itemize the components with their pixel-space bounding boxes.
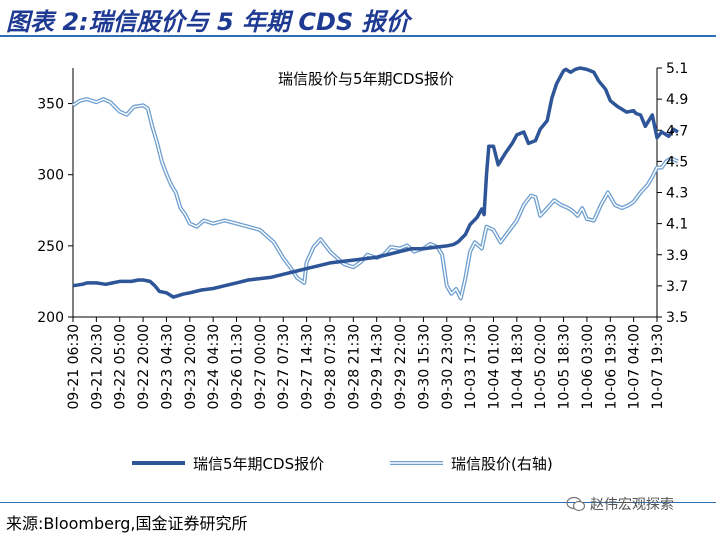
x-tick-label: 09-26 01:30 [230, 324, 246, 409]
x-tick-label: 09-29 14:30 [370, 324, 386, 409]
watermark-text: 赵伟宏观探索 [590, 497, 674, 513]
x-tick-label: 09-28 07:30 [323, 324, 339, 409]
title-divider [0, 35, 716, 37]
legend: 瑞信5年期CDS报价 瑞信股价(右轴) [132, 455, 553, 473]
x-tick-label: 10-04 18:30 [510, 324, 526, 409]
y-right-tick-label: 3.9 [666, 248, 688, 264]
x-tick-label: 09-23 04:30 [159, 324, 175, 409]
x-tick-label: 09-30 15:30 [416, 324, 432, 409]
y-right-tick-label: 4.5 [666, 154, 688, 170]
x-tick-label: 10-03 17:30 [463, 324, 479, 409]
chart-title: 瑞信股价与5年期CDS报价 [278, 70, 454, 88]
y-right-tick-label: 3.5 [666, 310, 688, 326]
y-left-tick-label: 250 [37, 239, 64, 255]
y-right-tick-label: 3.7 [666, 279, 688, 295]
series-line-stock-outer [71, 97, 679, 301]
legend-label-cds: 瑞信5年期CDS报价 [193, 455, 324, 473]
x-tick-label: 09-22 05:00 [113, 324, 129, 409]
x-tick-label: 09-30 23:00 [440, 324, 456, 409]
source-note: 来源:Bloomberg,国金证券研究所 [6, 514, 248, 533]
x-tick-label: 10-07 19:30 [650, 324, 666, 409]
x-tick-label: 09-27 07:30 [276, 324, 292, 409]
legend-label-stock: 瑞信股价(右轴) [451, 455, 553, 473]
x-tick-label: 09-27 00:00 [253, 324, 269, 409]
x-tick-label: 10-05 02:00 [533, 324, 549, 409]
y-right-tick-label: 4.7 [666, 123, 688, 139]
x-tick-label: 09-21 06:30 [66, 324, 82, 409]
x-tick-label: 09-21 20:30 [89, 324, 105, 409]
chart: 瑞信股价与5年期CDS报价 200 250 300 350 3.5 3.7 3.9 4.1 4.… [37, 61, 688, 473]
chart-axes [68, 67, 662, 322]
figure-title: 图表 2:瑞信股价与 5 年期 CDS 报价 [6, 8, 410, 36]
y-left-tick-label: 350 [37, 97, 64, 113]
y-left-tick-label: 300 [37, 168, 64, 184]
x-tick-label: 09-23 20:00 [183, 324, 199, 409]
x-tick-label: 09-27 14:30 [300, 324, 316, 409]
y-right-tick-label: 4.1 [666, 217, 688, 233]
x-tick-label: 10-06 03:00 [580, 324, 596, 409]
y-right-tick-label: 5.1 [666, 61, 688, 77]
series-line-cds [72, 66, 679, 299]
x-tick-label: 10-06 19:30 [603, 324, 619, 409]
series-line-stock-inner [72, 98, 679, 299]
series-lines [71, 66, 679, 301]
x-tick-label: 09-22 20:00 [136, 324, 152, 409]
x-tick-label: 09-28 21:30 [346, 324, 362, 409]
y-right-tick-label: 4.3 [666, 186, 688, 202]
x-tick-label: 09-24 04:30 [206, 324, 222, 409]
x-tick-label: 10-04 01:00 [486, 324, 502, 409]
x-tick-label: 10-05 18:30 [557, 324, 573, 409]
y-right-tick-label: 4.9 [666, 92, 688, 108]
footer-divider [0, 502, 716, 503]
watermark: 赵伟宏观探索 [566, 494, 674, 514]
tick-labels: 200 250 300 350 3.5 3.7 3.9 4.1 4.3 4.5 4.7 4.9 5.1 0… [37, 61, 688, 409]
x-tick-label: 10-07 04:00 [627, 324, 643, 409]
x-tick-label: 09-29 22:00 [393, 324, 409, 409]
wechat-icon [566, 496, 586, 512]
y-left-tick-label: 200 [37, 310, 64, 326]
